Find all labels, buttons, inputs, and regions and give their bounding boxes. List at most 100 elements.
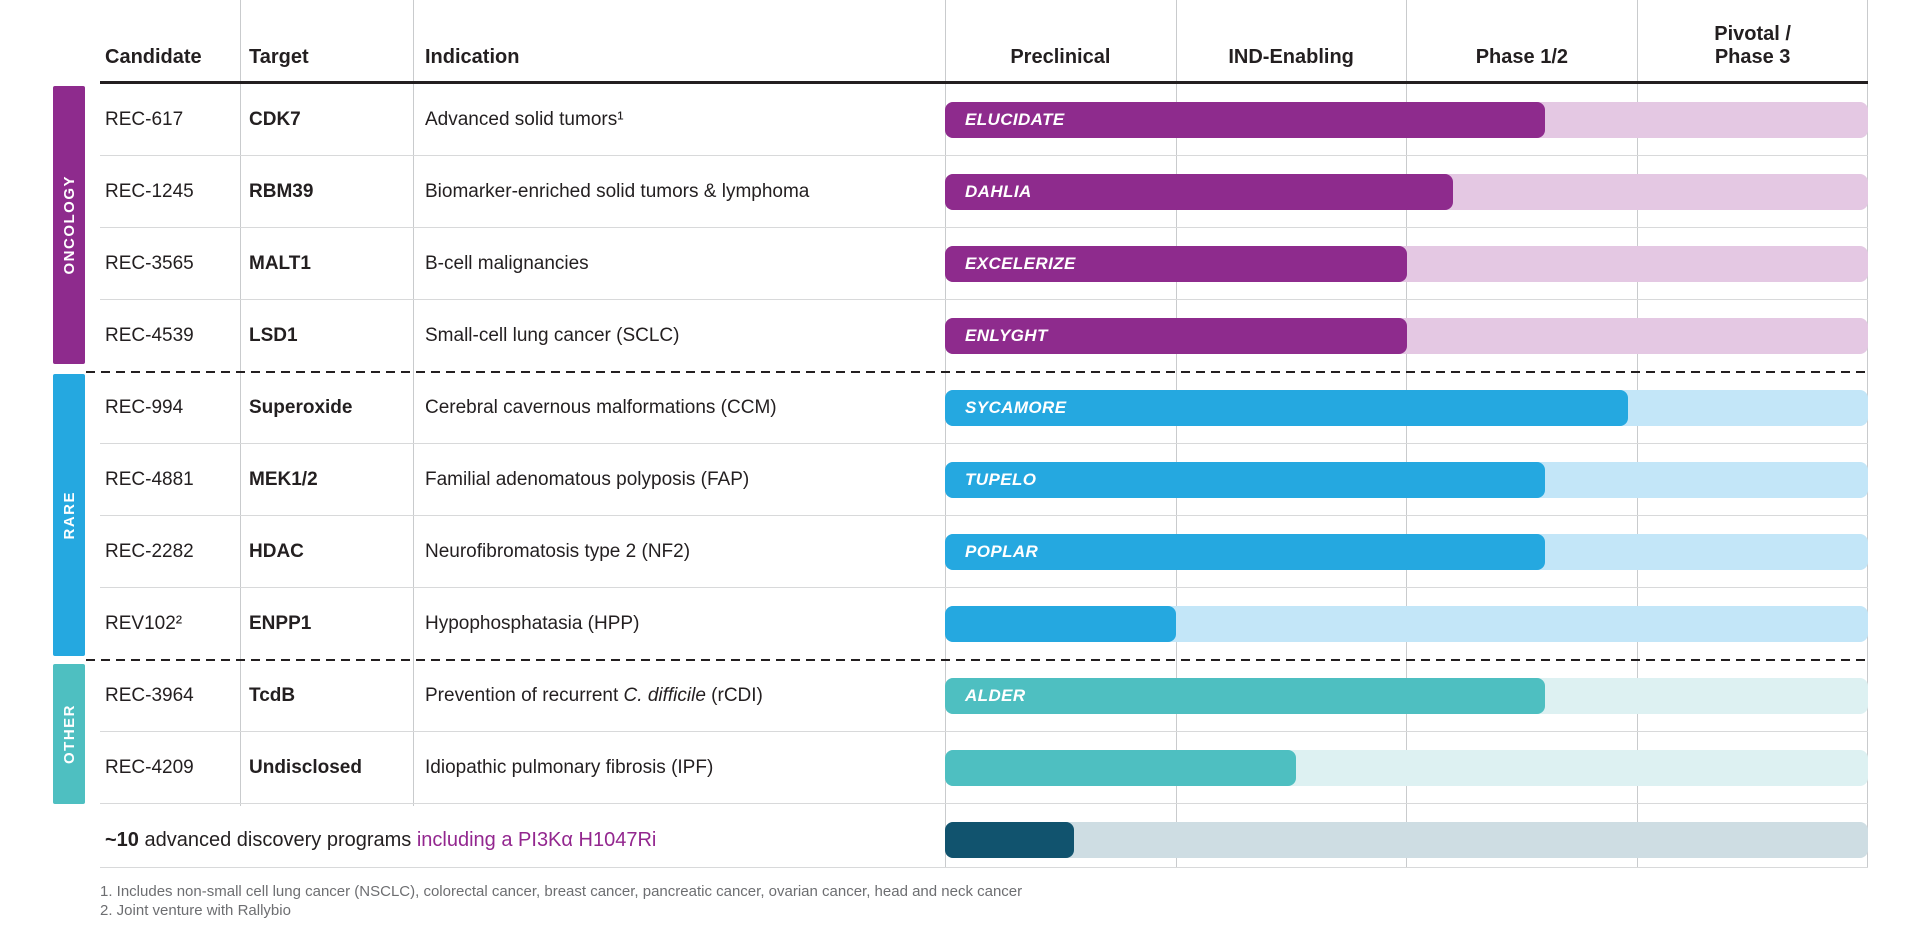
- table-row-rec-4881: REC-4881 MEK1/2 Familial adenomatous pol…: [100, 444, 1868, 516]
- trial-name-label: SYCAMORE: [965, 398, 1067, 417]
- phase-bar-background: [945, 822, 1868, 858]
- indication-italic-segment: C. difficile: [623, 685, 706, 706]
- table-row-rec-3565: REC-3565 MALT1 B-cell malignancies EXCEL…: [100, 228, 1868, 300]
- trial-name-label: TUPELO: [965, 470, 1037, 489]
- target-name: Undisclosed: [249, 757, 362, 778]
- gridline-phase12-start: [1406, 0, 1407, 868]
- candidate-name: REC-4539: [105, 325, 194, 346]
- phase-bar-fill: SYCAMORE: [945, 390, 1629, 426]
- table-row-rec-1245: REC-1245 RBM39 Biomarker-enriched solid …: [100, 156, 1868, 228]
- indication-text: Small-cell lung cancer (SCLC): [425, 325, 680, 346]
- target-name: TcdB: [249, 685, 296, 706]
- target-name: CDK7: [249, 109, 301, 130]
- indication-text: Neurofibromatosis type 2 (NF2): [425, 541, 691, 562]
- phase-progress-track: EXCELERIZE: [945, 228, 1868, 300]
- candidate-name: REC-617: [105, 109, 184, 130]
- header-indication: Indication: [425, 46, 520, 68]
- gridline-right-edge: [1867, 0, 1868, 868]
- candidate-name: REC-994: [105, 397, 184, 418]
- footnote-1: 1. Includes non-small cell lung cancer (…: [100, 883, 1023, 900]
- phase-bar-fill: POPLAR: [945, 534, 1545, 570]
- phase-progress-track: SYCAMORE: [945, 372, 1868, 444]
- discovery-programs-text: ~10 advanced discovery programs includin…: [105, 828, 657, 851]
- indication-text: Hypophosphatasia (HPP): [425, 613, 640, 634]
- candidate-name: REC-2282: [105, 541, 194, 562]
- trial-name-label: ENLYGHT: [965, 326, 1048, 345]
- phase-progress-track: [945, 732, 1868, 804]
- trial-name-label: EXCELERIZE: [965, 254, 1076, 273]
- table-row-rec-3964: REC-3964 TcdB Prevention of recurrent C.…: [100, 660, 1868, 732]
- trial-name-label: ELUCIDATE: [965, 110, 1065, 129]
- candidate-name: REC-1245: [105, 181, 194, 202]
- header-target: Target: [249, 46, 309, 68]
- table-header: Candidate Target Indication Preclinical …: [100, 0, 1868, 84]
- phase-bar-fill: [945, 606, 1176, 642]
- group-label-other: OTHER: [60, 704, 78, 764]
- phase-progress-track: DAHLIA: [945, 156, 1868, 228]
- target-name: MALT1: [249, 253, 311, 274]
- header-preclinical: Preclinical: [1010, 46, 1111, 68]
- target-name: ENPP1: [249, 613, 312, 634]
- group-strip-rare: RARE: [53, 374, 85, 656]
- candidate-name: REC-4209: [105, 757, 194, 778]
- phase-bar-fill: ELUCIDATE: [945, 102, 1545, 138]
- phase-progress-track: TUPELO: [945, 444, 1868, 516]
- table-row-rec-2282: REC-2282 HDAC Neurofibromatosis type 2 (…: [100, 516, 1868, 588]
- candidate-name: REC-3964: [105, 685, 194, 706]
- indication-text: Familial adenomatous polyposis (FAP): [425, 469, 750, 490]
- indication-text: Idiopathic pulmonary fibrosis (IPF): [425, 757, 714, 778]
- group-strip-other: OTHER: [53, 664, 85, 804]
- target-name: RBM39: [249, 181, 314, 202]
- phase-bar-fill: DAHLIA: [945, 174, 1453, 210]
- group-label-oncology: ONCOLOGY: [60, 175, 78, 275]
- indication-text: Biomarker-enriched solid tumors & lympho…: [425, 181, 810, 202]
- phase-bar-fill: [945, 822, 1075, 858]
- phase-progress-track: ENLYGHT: [945, 300, 1868, 372]
- phase-bar-fill: TUPELO: [945, 462, 1545, 498]
- pipeline-table: Candidate Target Indication Preclinical …: [86, 0, 1868, 868]
- phase-progress-track: [945, 588, 1868, 660]
- header-pivotal-phase-3: Pivotal / Phase 3: [1714, 23, 1791, 68]
- indication-text: Prevention of recurrent C. difficile (rC…: [425, 685, 763, 706]
- phase-bar-fill: [945, 750, 1296, 786]
- phase-bar-fill: ENLYGHT: [945, 318, 1407, 354]
- indication-text: Cerebral cavernous malformations (CCM): [425, 397, 777, 418]
- candidate-name: REV102²: [105, 613, 183, 634]
- header-phase-1-2: Phase 1/2: [1475, 46, 1569, 68]
- indication-text: B-cell malignancies: [425, 253, 589, 274]
- phase-progress-track: ALDER: [945, 660, 1868, 732]
- group-label-rare: RARE: [60, 490, 78, 540]
- gridline-candidate-target: [240, 0, 241, 806]
- trial-name-label: ALDER: [965, 686, 1026, 705]
- table-row-rev102: REV102² ENPP1 Hypophosphatasia (HPP): [86, 588, 1868, 661]
- phase-bar-fill: ALDER: [945, 678, 1545, 714]
- header-ind-enabling: IND-Enabling: [1228, 46, 1354, 68]
- group-strip-oncology: ONCOLOGY: [53, 86, 85, 364]
- gridline-ind-enabling-start: [1176, 0, 1177, 868]
- gridline-target-indication: [413, 0, 414, 806]
- phase-progress-track: [945, 804, 1868, 876]
- candidate-name: REC-3565: [105, 253, 194, 274]
- target-name: MEK1/2: [249, 469, 318, 490]
- table-row-rec-4539: REC-4539 LSD1 Small-cell lung cancer (SC…: [86, 300, 1868, 373]
- table-row-rec-4209: REC-4209 Undisclosed Idiopathic pulmonar…: [100, 732, 1868, 804]
- phase-progress-track: ELUCIDATE: [945, 84, 1868, 156]
- discovery-count: ~10: [105, 828, 139, 851]
- phase-bar-fill: EXCELERIZE: [945, 246, 1407, 282]
- gridline-pivotal-start: [1637, 0, 1638, 868]
- table-row-discovery-programs: ~10 advanced discovery programs includin…: [100, 804, 1868, 868]
- phase-progress-track: POPLAR: [945, 516, 1868, 588]
- footnote-2: 2. Joint venture with Rallybio: [100, 902, 291, 919]
- target-name: HDAC: [249, 541, 304, 562]
- discovery-highlight: including a PI3Kα H1047Ri: [416, 828, 657, 851]
- candidate-name: REC-4881: [105, 469, 194, 490]
- indication-text: Advanced solid tumors¹: [425, 109, 624, 130]
- table-row-rec-994: REC-994 Superoxide Cerebral cavernous ma…: [100, 372, 1868, 444]
- footnotes: 1. Includes non-small cell lung cancer (…: [100, 882, 1022, 920]
- table-row-rec-617: REC-617 CDK7 Advanced solid tumors¹ ELUC…: [100, 84, 1868, 156]
- trial-name-label: POPLAR: [965, 542, 1039, 561]
- target-name: Superoxide: [249, 397, 353, 418]
- target-name: LSD1: [249, 325, 298, 346]
- header-candidate: Candidate: [105, 46, 202, 68]
